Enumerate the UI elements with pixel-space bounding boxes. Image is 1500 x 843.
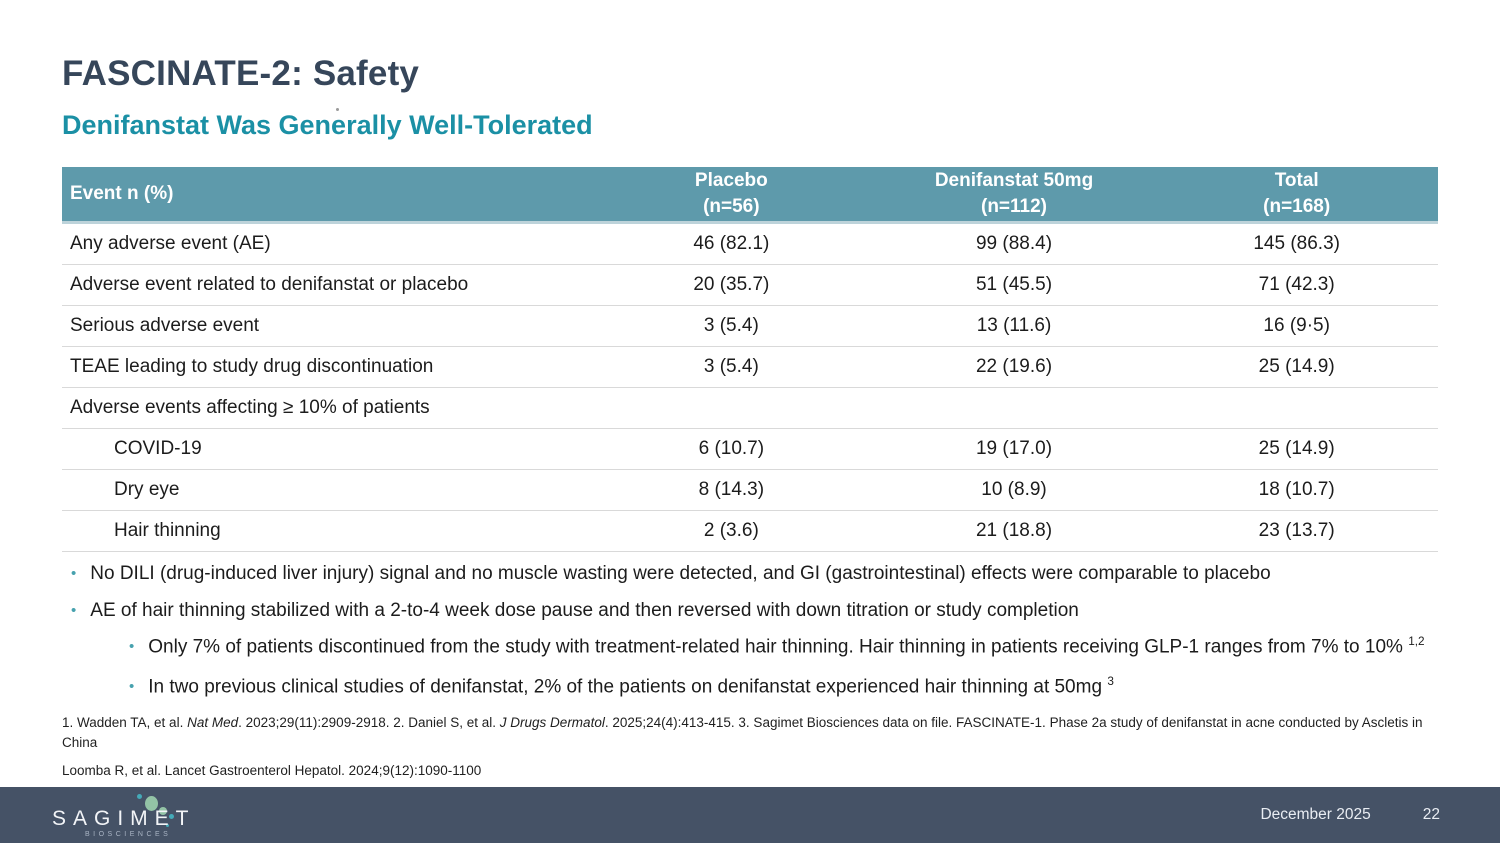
logo-dot-icon xyxy=(159,807,167,815)
table-header-event-label: Event n (%) xyxy=(70,183,174,204)
logo-dot-icon xyxy=(166,824,169,827)
value-cell: 46 (82.1) xyxy=(693,233,770,254)
table-header-total: Total (n=168) xyxy=(1155,167,1438,221)
footnote-text: . 2025;24(4):413-415. 3. Sagimet Bioscie… xyxy=(62,715,1423,751)
table-section-row: Adverse events affecting ≥ 10% of patien… xyxy=(62,388,1438,429)
page-subtitle: Denifanstat Was Generally Well-Tolerated xyxy=(62,110,593,140)
table-header-placebo-line2: (n=56) xyxy=(703,196,760,217)
table-row: Any adverse event (AE) 46 (82.1) 99 (88.4)… xyxy=(62,224,1438,265)
value-cell: 23 (13.7) xyxy=(1258,520,1335,541)
sagimet-logo: SAGIMET BIOSCIENCES xyxy=(52,794,212,840)
event-cell: Any adverse event (AE) xyxy=(70,233,271,254)
table-header-denifanstat: Denifanstat 50mg (n=112) xyxy=(873,167,1156,221)
table-header-total-line1: Total xyxy=(1274,170,1319,192)
table-row: Dry eye 8 (14.3) 10 (8.9) 18 (10.7) xyxy=(62,470,1438,511)
bullet-text: AE of hair thinning stabilized with a 2-… xyxy=(90,599,1079,621)
value-cell: 145 (86.3) xyxy=(1253,233,1340,254)
logo-dot-icon xyxy=(169,814,174,819)
page-number: 22 xyxy=(1422,806,1440,823)
value-cell: 3 (5.4) xyxy=(703,315,759,336)
bullet-list: • No DILI (drug-induced liver injury) sig… xyxy=(62,561,1438,699)
table-header-placebo-line1: Placebo xyxy=(694,170,768,192)
event-cell: Adverse event related to denifanstat or … xyxy=(70,274,469,295)
event-cell: Serious adverse event xyxy=(70,315,260,336)
table-header-total-line2: (n=168) xyxy=(1263,196,1331,217)
value-cell: 8 (14.3) xyxy=(698,479,765,500)
journal-name: Nat Med xyxy=(187,715,239,731)
event-cell: Dry eye xyxy=(114,479,180,500)
bullet-item: • No DILI (drug-induced liver injury) sig… xyxy=(62,561,1438,587)
logo-subtext: BIOSCIENCES xyxy=(85,831,172,838)
footnote-reference: 1,2 xyxy=(1408,635,1425,648)
bullet-text: No DILI (drug-induced liver injury) sign… xyxy=(90,563,1271,584)
footnote-reference: 3 xyxy=(1107,674,1114,688)
table-body: Any adverse event (AE) 46 (82.1) 99 (88.4)… xyxy=(62,224,1438,552)
table-header-row: Event n (%) Placebo (n=56) Denifanstat 5… xyxy=(62,167,1438,224)
event-cell: Hair thinning xyxy=(114,520,221,541)
table-row: Hair thinning 2 (3.6) 21 (18.8) 23 (13.7) xyxy=(62,511,1438,552)
footnotes: 1. Wadden TA, et al. Nat Med. 2023;29(11… xyxy=(62,713,1438,781)
value-cell: 10 (8.9) xyxy=(981,479,1047,500)
bullet-text: In two previous clinical studies of deni… xyxy=(148,674,1114,697)
value-cell: 6 (10.7) xyxy=(698,438,765,459)
event-cell: TEAE leading to study drug discontinuati… xyxy=(70,356,434,377)
table-row: TEAE leading to study drug discontinuati… xyxy=(62,347,1438,388)
event-cell: Adverse events affecting ≥ 10% of patien… xyxy=(70,397,430,418)
bullet-dot-icon: • xyxy=(129,638,135,655)
logo-dot-icon xyxy=(137,794,142,799)
footnote-line-1: 1. Wadden TA, et al. Nat Med. 2023;29(11… xyxy=(62,713,1438,754)
value-cell: 21 (18.8) xyxy=(975,520,1053,541)
bullet-item: • AE of hair thinning stabilized with a 2… xyxy=(62,598,1438,624)
bullet-dot-icon: • xyxy=(71,601,77,619)
footer-bar: SAGIMET BIOSCIENCES December 2025 22 xyxy=(0,787,1500,843)
footer-right: December 2025 22 xyxy=(1260,787,1440,843)
value-cell: 51 (45.5) xyxy=(975,274,1053,295)
value-cell: 25 (14.9) xyxy=(1258,438,1335,459)
footnote-line-2: Loomba R, et al. Lancet Gastroenterol He… xyxy=(62,762,482,778)
table-header-denifanstat-line1: Denifanstat 50mg xyxy=(934,170,1094,192)
safety-table: Event n (%) Placebo (n=56) Denifanstat 5… xyxy=(62,167,1438,552)
bullet-dot-icon: • xyxy=(129,677,135,695)
table-header-placebo: Placebo (n=56) xyxy=(590,167,873,221)
stray-dot xyxy=(336,108,339,111)
event-cell: COVID-19 xyxy=(114,438,202,459)
value-cell: 99 (88.4) xyxy=(975,233,1053,254)
logo-dot-icon xyxy=(145,796,158,811)
value-cell: 13 (11.6) xyxy=(976,315,1052,336)
value-cell: 16 (9·5) xyxy=(1263,315,1330,336)
bullet-dot-icon: • xyxy=(71,565,77,582)
footer-date: December 2025 xyxy=(1260,806,1371,823)
table-row: Adverse event related to denifanstat or … xyxy=(62,265,1438,306)
sub-bullet-item: • Only 7% of patients discontinued from t… xyxy=(62,634,1438,660)
page-title: FASCINATE-2: Safety xyxy=(62,54,420,93)
value-cell: 18 (10.7) xyxy=(1258,479,1335,500)
value-cell: 19 (17.0) xyxy=(975,438,1053,459)
sub-bullet-item: • In two previous clinical studies of den… xyxy=(62,674,1438,700)
value-cell: 22 (19.6) xyxy=(975,356,1053,377)
table-header-denifanstat-line2: (n=112) xyxy=(981,196,1048,217)
value-cell: 25 (14.9) xyxy=(1258,356,1335,377)
logo-wordmark: SAGIMET xyxy=(52,807,196,830)
value-cell: 20 (35.7) xyxy=(693,274,770,295)
bullet-text: Only 7% of patients discontinued from th… xyxy=(148,635,1425,658)
footnote-text: . 2023;29(11):2909-2918. 2. Daniel S, et… xyxy=(238,715,500,731)
footnote-text: 1. Wadden TA, et al. xyxy=(62,715,188,731)
value-cell: 2 (3.6) xyxy=(703,520,759,541)
table-row: COVID-19 6 (10.7) 19 (17.0) 25 (14.9) xyxy=(62,429,1438,470)
table-row: Serious adverse event 3 (5.4) 13 (11.6) 16 … xyxy=(62,306,1438,347)
journal-name: J Drugs Dermatol xyxy=(499,715,605,731)
value-cell: 3 (5.4) xyxy=(703,356,759,377)
value-cell: 71 (42.3) xyxy=(1258,274,1335,295)
